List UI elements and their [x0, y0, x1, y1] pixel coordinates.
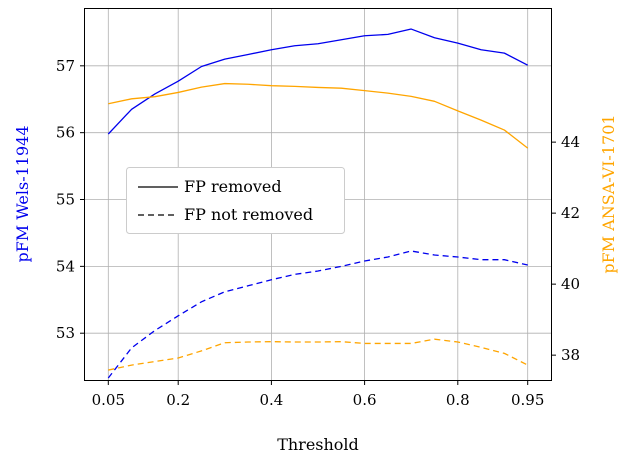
right-y-tick-label: 40	[561, 275, 580, 293]
x-tick-label: 0.95	[511, 391, 544, 409]
right-y-tick-label: 42	[561, 204, 580, 222]
series-line-right-fp-not-removed	[108, 338, 528, 371]
plot-frame	[84, 8, 552, 381]
left-axis-title: pFM Wels-11944	[13, 125, 32, 262]
x-tick-label: 0.05	[92, 391, 125, 409]
legend: FP removed FP not removed	[126, 167, 345, 234]
left-y-tick-label: 55	[56, 191, 75, 209]
legend-label-fp-not-removed: FP not removed	[184, 205, 313, 224]
series-line-left-fp-not-removed	[107, 250, 528, 379]
series-layer	[107, 28, 529, 379]
left-y-tick-label: 57	[56, 57, 75, 75]
right-y-tick-label: 38	[561, 346, 580, 364]
legend-box	[126, 167, 345, 234]
x-tick-label: 0.8	[446, 391, 470, 409]
right-y-tick-label: 44	[561, 133, 580, 151]
x-tick-label: 0.4	[259, 391, 283, 409]
series-line-right-fp-removed	[108, 82, 529, 149]
legend-label-fp-removed: FP removed	[184, 177, 282, 196]
series-line-left-fp-removed	[107, 28, 528, 135]
x-axis-title: Threshold	[277, 435, 359, 454]
x-tick-label: 0.2	[166, 391, 190, 409]
x-tick-label: 0.6	[353, 391, 377, 409]
left-y-tick-label: 56	[56, 124, 75, 142]
left-y-tick-label: 54	[56, 257, 75, 275]
right-axis-title: pFM ANSA-VI-1701	[599, 114, 618, 273]
left-y-tick-label: 53	[56, 324, 75, 342]
tick-layer: 0.05 0.2 0.4 0.6 0.8 0.95 53 54 55 56 57 38 40 42 44	[56, 57, 580, 409]
